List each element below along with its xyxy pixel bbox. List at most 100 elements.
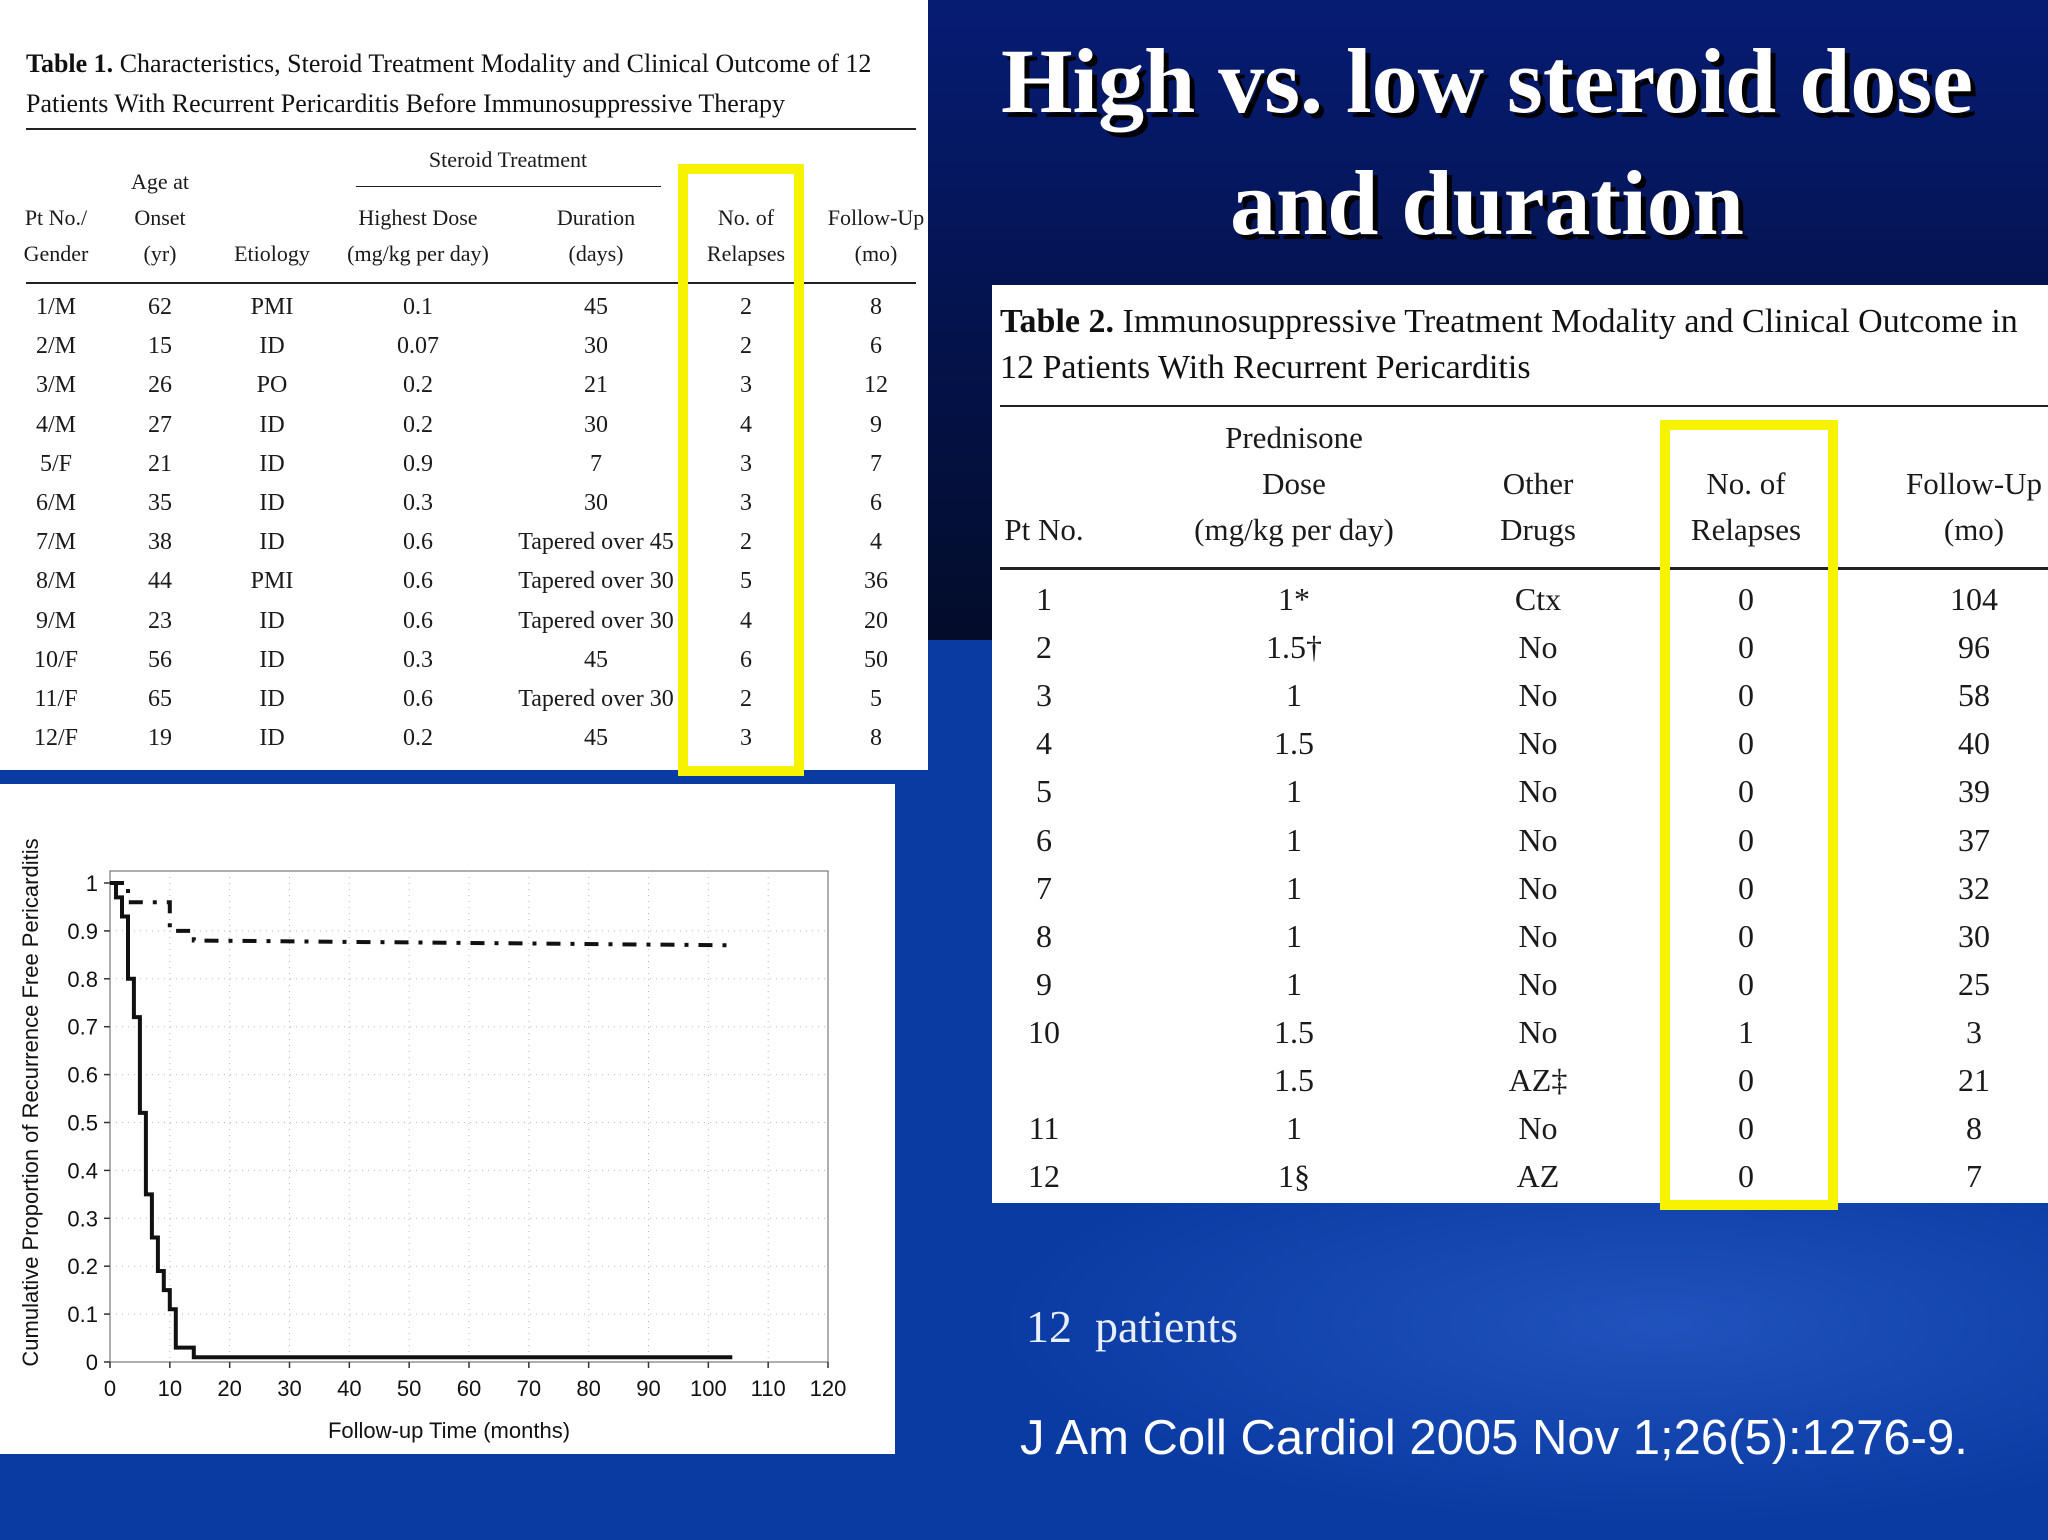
table-2-cell-drugs: No — [1518, 629, 1558, 666]
chart-x-tick-label: 120 — [810, 1376, 847, 1401]
chart-x-tick-label: 10 — [158, 1376, 182, 1401]
table-2-cell-drugs: No — [1518, 677, 1558, 714]
table-2-cell-relapses: 0 — [1738, 677, 1754, 714]
table-2-cell-drugs: No — [1518, 725, 1558, 762]
table-2-cell-followup: 39 — [1958, 773, 1990, 810]
chart-x-tick-label: 100 — [690, 1376, 727, 1401]
table-1-cell-duration: Tapered over 30 — [518, 686, 674, 712]
table-1-group-header: Steroid Treatment — [428, 147, 588, 172]
table-1-header-rule — [26, 282, 916, 284]
chart-plot-frame — [109, 870, 829, 1363]
table-1-header-etiology: Etiology — [234, 241, 310, 266]
table-1-cell-dose: 0.9 — [403, 450, 433, 477]
table-2-cell-dose: 1.5 — [1274, 725, 1314, 762]
table-1-cell-pt: 3/M — [35, 372, 77, 399]
table-1-header-dose: Highest Dose — [358, 205, 478, 230]
table-2-cell-pt: 11 — [1028, 1110, 1060, 1147]
table-1-header-relapses: Relapses — [706, 241, 786, 266]
table-1-cell-relapses: 3 — [740, 490, 752, 516]
survival-chart-panel: 0 0.1 0.2 0.3 0.4 0.5 0.6 0.7 0.8 0.9 1 0 10 20 30 40 50… — [0, 784, 895, 1454]
table-2-cell-pt: 3 — [1036, 677, 1052, 714]
chart-y-tick-label: 0.5 — [67, 1111, 98, 1136]
table-2-cell-followup: 3 — [1966, 1013, 1982, 1050]
table-1-header-pt: Pt No./ — [24, 205, 88, 230]
table-1-cell-followup: 20 — [864, 607, 888, 634]
table-2-header-followup: (mo) — [1943, 512, 2005, 547]
table-2-header-drugs: Other — [1502, 466, 1574, 501]
table-2-header-dose: Prednisone — [1225, 420, 1363, 455]
table-2-cell-dose: 1.5† — [1266, 629, 1322, 666]
table-1-cell-duration: 45 — [584, 294, 608, 320]
table-2-header-followup: Follow-Up — [1905, 466, 2043, 501]
table-1-cell-relapses: 4 — [740, 411, 752, 438]
table-1-cell-age: 15 — [148, 333, 172, 360]
table-1-panel: Table 1. Characteristics, Steroid Treatm… — [0, 0, 928, 770]
table-2-cell-dose: 1 — [1286, 1110, 1302, 1147]
table-1-cell-dose: 0.3 — [403, 646, 433, 673]
slide-title-line-2: and duration — [1230, 152, 1744, 254]
table-1-header-followup: Follow-Up — [827, 205, 925, 230]
table-1-cell-dose: 0.6 — [403, 568, 433, 595]
table-1-cell-dose: 0.3 — [403, 490, 433, 516]
table-1-cell-duration: 30 — [584, 333, 608, 360]
table-2-header-drugs: Drugs — [1500, 512, 1576, 547]
table-1-cell-duration: 45 — [584, 646, 608, 673]
table-1-cell-relapses: 5 — [740, 568, 752, 595]
table-1-cell-pt: 5/F — [39, 450, 73, 477]
chart-y-axis-title: Cumulative Proportion of Recurrence Free… — [18, 838, 43, 1366]
table-2-header-relapses: Relapses — [1690, 512, 1802, 547]
chart-y-tick-label: 0.7 — [67, 1015, 98, 1040]
chart-x-axis-title: Follow-up Time (months) — [328, 1418, 570, 1443]
table-2-caption: Table 2. Immunosuppressive Treatment Mod… — [1000, 299, 2040, 391]
table-1-cell-followup: 6 — [870, 490, 882, 516]
table-1-cell-age: 62 — [148, 294, 172, 320]
table-2-cell-pt: 12 — [1028, 1158, 1060, 1195]
table-1-cell-followup: 12 — [864, 372, 888, 399]
table-2-cell-followup: 104 — [1950, 581, 1998, 617]
table-1-cell-followup: 50 — [864, 646, 888, 673]
table-1-cell-relapses: 4 — [740, 607, 752, 634]
table-2-header-pt: Pt No. — [1004, 512, 1084, 547]
table-2-cell-drugs: No — [1518, 869, 1558, 906]
table-2-cell-pt: 1 — [1036, 581, 1052, 617]
chart-y-tick-label: 0 — [86, 1350, 98, 1375]
table-2-cell-followup: 40 — [1958, 725, 1990, 762]
table-2-cell-dose: 1 — [1286, 773, 1302, 810]
table-1-cell-followup: 9 — [870, 411, 882, 438]
table-2-header-relapses: No. of — [1706, 466, 1786, 501]
chart-y-tick-label: 0.9 — [67, 919, 98, 944]
chart-y-tick-label: 0.2 — [67, 1254, 98, 1279]
table-1-caption-text: Characteristics, Steroid Treatment Modal… — [26, 49, 872, 118]
table-1-header-relapses: No. of — [717, 205, 775, 230]
table-1-cell-relapses: 6 — [740, 646, 752, 673]
table-2-cell-drugs: No — [1518, 821, 1558, 858]
table-2-cell-drugs: AZ‡ — [1508, 1062, 1568, 1098]
table-2-cell-relapses: 0 — [1738, 1158, 1754, 1195]
table-2-cell-dose: 1 — [1286, 821, 1302, 858]
table-2-cell-drugs: No — [1518, 1110, 1558, 1147]
table-1-cell-relapses: 2 — [740, 686, 752, 712]
table-1-header-duration: (days) — [568, 241, 624, 266]
table-2-cell-relapses: 0 — [1738, 821, 1754, 858]
chart-y-tick-label: 0.3 — [67, 1206, 98, 1231]
table-2-cell-pt: 7 — [1036, 869, 1052, 906]
table-2-cell-dose: 1.5 — [1274, 1062, 1314, 1098]
table-1-cell-pt: 2/M — [35, 333, 77, 360]
chart-x-tick-label: 70 — [517, 1376, 541, 1401]
table-1-cell-followup: 4 — [870, 529, 882, 556]
table-1-cell-age: 35 — [148, 490, 172, 516]
table-1-cell-age: 65 — [148, 686, 172, 712]
table-2-header-dose: (mg/kg per day) — [1194, 512, 1394, 547]
table-2-cell-followup: 21 — [1958, 1062, 1990, 1098]
chart-x-tick-label: 50 — [397, 1376, 421, 1401]
table-1-cell-etiology: ID — [259, 607, 285, 634]
table-2-cell-pt: 9 — [1036, 965, 1052, 1002]
table-1-cell-dose: 0.1 — [403, 294, 433, 320]
table-1-cell-dose: 0.6 — [403, 686, 433, 712]
chart-x-tick-label: 60 — [457, 1376, 481, 1401]
table-1-cell-age: 23 — [148, 607, 172, 634]
table-1-cell-duration: Tapered over 30 — [518, 568, 674, 595]
table-1-cell-pt: 10/F — [33, 646, 79, 673]
table-2-cell-followup: 7 — [1966, 1158, 1982, 1195]
table-1-header-pt: Gender — [23, 241, 89, 266]
